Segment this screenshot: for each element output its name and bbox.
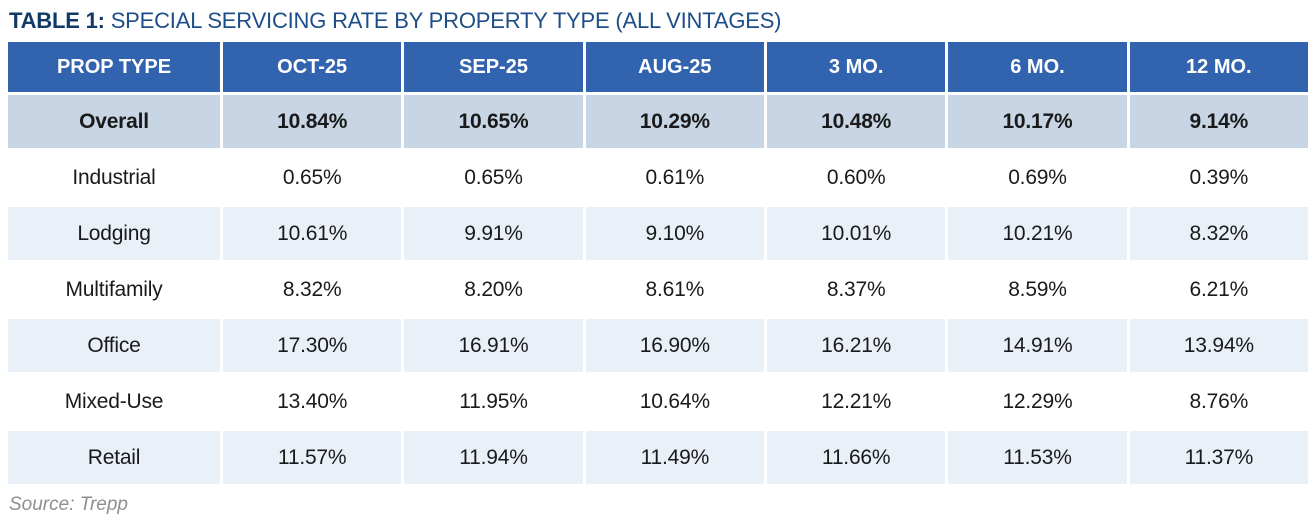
table-cell: 10.84%: [223, 95, 402, 148]
special-servicing-rate-table: PROP TYPE OCT-25 SEP-25 AUG-25 3 MO. 6 MO. 12 …: [5, 39, 1311, 487]
table-cell: 11.37%: [1129, 431, 1308, 484]
row-label: Multifamily: [8, 263, 220, 316]
table-cell: 10.65%: [404, 95, 583, 148]
table-cell: 11.66%: [766, 431, 946, 484]
table-title-text: SPECIAL SERVICING RATE BY PROPERTY TYPE …: [110, 8, 782, 33]
row-label: Overall: [8, 95, 220, 148]
table-row: Retail 11.57% 11.94% 11.49% 11.66% 11.53% 11.3…: [8, 431, 1308, 484]
table-cell: 6.21%: [1129, 263, 1308, 316]
table-cell: 8.32%: [1129, 207, 1308, 260]
column-header: 6 MO.: [948, 42, 1127, 92]
table-cell: 0.61%: [585, 151, 764, 204]
row-label: Industrial: [8, 151, 220, 204]
table-cell: 9.91%: [404, 207, 583, 260]
table-row: Mixed-Use 13.40% 11.95% 10.64% 12.21% 12.29% 8…: [8, 375, 1308, 428]
table-cell: 10.64%: [585, 375, 764, 428]
table-cell: 8.20%: [404, 263, 583, 316]
column-header: PROP TYPE: [8, 42, 220, 92]
table-header: PROP TYPE OCT-25 SEP-25 AUG-25 3 MO. 6 MO. 12 …: [8, 42, 1308, 92]
table-row: Lodging 10.61% 9.91% 9.10% 10.01% 10.21% 8.32%: [8, 207, 1308, 260]
table-row: Overall 10.84% 10.65% 10.29% 10.48% 10.17% 9.1…: [8, 95, 1308, 148]
table-cell: 12.21%: [766, 375, 946, 428]
table-cell: 10.21%: [948, 207, 1127, 260]
table-cell: 8.59%: [948, 263, 1127, 316]
table-cell: 0.65%: [404, 151, 583, 204]
table-cell: 16.90%: [585, 319, 764, 372]
table-cell: 11.57%: [223, 431, 402, 484]
row-label: Mixed-Use: [8, 375, 220, 428]
table-cell: 10.01%: [766, 207, 946, 260]
table-body: Overall 10.84% 10.65% 10.29% 10.48% 10.17% 9.1…: [8, 95, 1308, 484]
column-header: AUG-25: [585, 42, 764, 92]
table-cell: 14.91%: [948, 319, 1127, 372]
table-cell: 10.61%: [223, 207, 402, 260]
table-cell: 16.91%: [404, 319, 583, 372]
table-cell: 11.53%: [948, 431, 1127, 484]
table-cell: 11.95%: [404, 375, 583, 428]
table-cell: 11.94%: [404, 431, 583, 484]
table-cell: 8.76%: [1129, 375, 1308, 428]
table-cell: 10.48%: [766, 95, 946, 148]
table-title-prefix: TABLE 1:: [9, 8, 105, 33]
table-cell: 9.10%: [585, 207, 764, 260]
table-cell: 12.29%: [948, 375, 1127, 428]
table-row: Multifamily 8.32% 8.20% 8.61% 8.37% 8.59% 6.21…: [8, 263, 1308, 316]
column-header: 12 MO.: [1129, 42, 1308, 92]
row-label: Lodging: [8, 207, 220, 260]
table-cell: 13.94%: [1129, 319, 1308, 372]
table-cell: 10.29%: [585, 95, 764, 148]
row-label: Retail: [8, 431, 220, 484]
table-cell: 0.69%: [948, 151, 1127, 204]
table-cell: 0.60%: [766, 151, 946, 204]
table-title: TABLE 1: SPECIAL SERVICING RATE BY PROPE…: [9, 6, 1308, 36]
table-cell: 8.37%: [766, 263, 946, 316]
header-row: PROP TYPE OCT-25 SEP-25 AUG-25 3 MO. 6 MO. 12 …: [8, 42, 1308, 92]
column-header: OCT-25: [223, 42, 402, 92]
table-cell: 17.30%: [223, 319, 402, 372]
table-cell: 8.61%: [585, 263, 764, 316]
row-label: Office: [8, 319, 220, 372]
table-row: Industrial 0.65% 0.65% 0.61% 0.60% 0.69% 0.39%: [8, 151, 1308, 204]
table-cell: 8.32%: [223, 263, 402, 316]
source-note: Source: Trepp: [9, 494, 128, 515]
column-header: 3 MO.: [766, 42, 946, 92]
table-cell: 0.39%: [1129, 151, 1308, 204]
column-header: SEP-25: [404, 42, 583, 92]
table-cell: 11.49%: [585, 431, 764, 484]
table-cell: 9.14%: [1129, 95, 1308, 148]
table-row: Office 17.30% 16.91% 16.90% 16.21% 14.91% 13.9…: [8, 319, 1308, 372]
table-cell: 16.21%: [766, 319, 946, 372]
table-cell: 13.40%: [223, 375, 402, 428]
table-cell: 0.65%: [223, 151, 402, 204]
table-cell: 10.17%: [948, 95, 1127, 148]
